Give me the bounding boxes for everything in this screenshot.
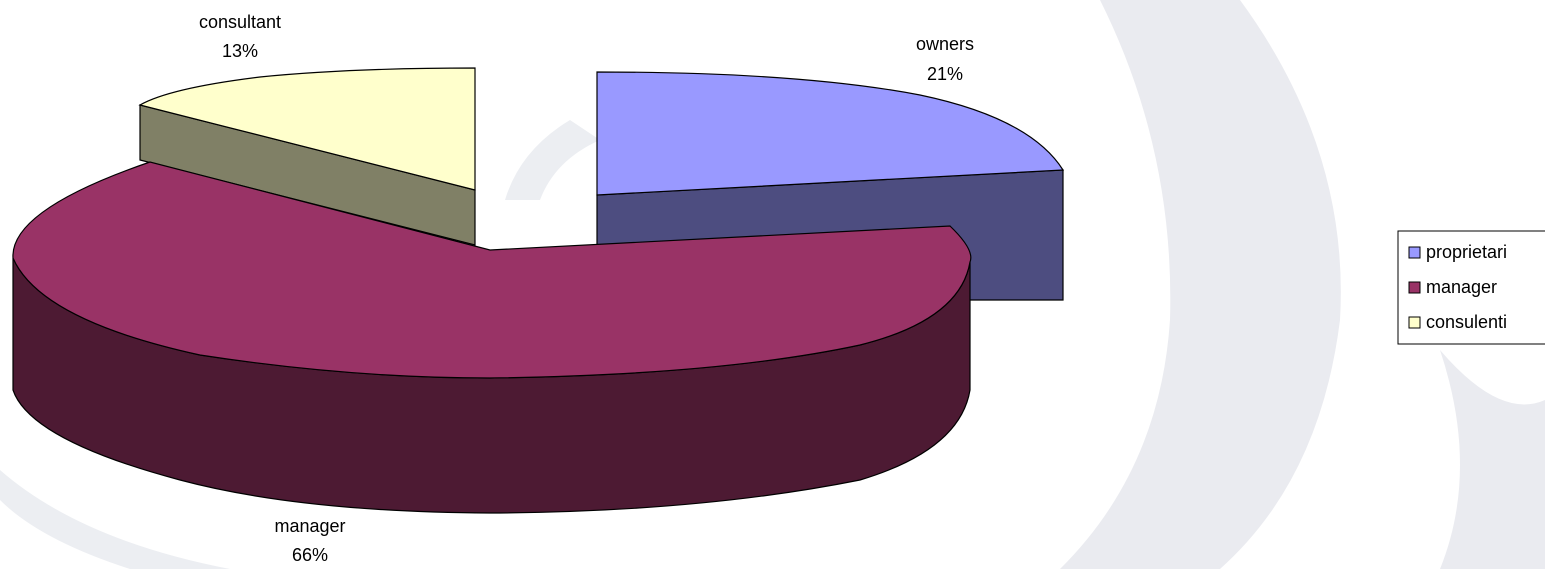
swirl-band (505, 120, 600, 200)
legend-frame (1397, 230, 1545, 345)
consultant-percent: 13% (222, 41, 258, 61)
slice-consultant: consultant 13% (138, 12, 476, 246)
swirl-band (0, 470, 230, 569)
manager-percent: 66% (292, 545, 328, 565)
legend-item-manager: manager (1408, 277, 1497, 297)
swirl-band (1060, 0, 1341, 569)
legend-label-proprietari: proprietari (1426, 242, 1507, 262)
consultant-label: consultant (199, 12, 281, 32)
consultant-slice-top (138, 67, 476, 191)
legend-swatch-manager (1408, 281, 1421, 294)
swirl-band (1440, 350, 1545, 569)
legend-item-consulenti: consulenti (1408, 312, 1507, 332)
owners-percent: 21% (927, 64, 963, 84)
manager-slice-top (12, 161, 972, 379)
legend-label-consulenti: consulenti (1426, 312, 1507, 332)
legend-label-manager: manager (1426, 277, 1497, 297)
slice-manager: manager 66% (12, 161, 972, 565)
owners-label: owners (916, 34, 974, 54)
legend-item-proprietari: proprietari (1408, 242, 1507, 262)
legend-swatch-proprietari (1408, 246, 1421, 259)
owners-slice-top (596, 71, 1065, 196)
chart-legend: proprietari manager consulenti (1397, 230, 1545, 345)
manager-label: manager (274, 516, 345, 536)
legend-swatch-consulenti (1408, 316, 1421, 329)
